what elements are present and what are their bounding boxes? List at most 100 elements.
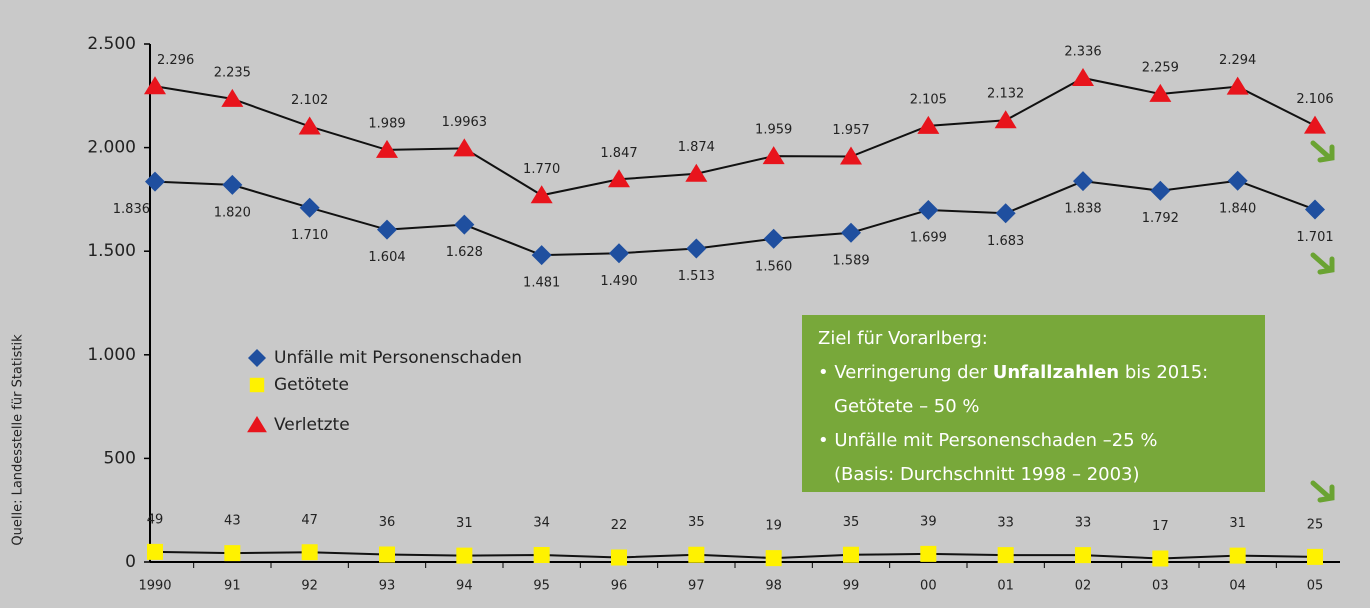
marker (298, 116, 321, 135)
marker (917, 115, 940, 134)
y-tick-label: 1.000 (87, 345, 136, 365)
marker (763, 228, 784, 249)
marker (145, 171, 165, 192)
data-label: 2.336 (1064, 44, 1101, 59)
data-label: 2.259 (1142, 60, 1179, 75)
marker (379, 546, 395, 563)
marker (1304, 115, 1326, 134)
marker (1150, 180, 1171, 201)
data-label: 2.132 (987, 87, 1024, 102)
x-tick-label: 05 (1307, 579, 1324, 594)
marker (762, 146, 785, 165)
annotation-text: Getötete – 50 % (834, 396, 980, 417)
marker (608, 169, 630, 188)
data-label: 1.989 (368, 116, 405, 131)
data-label: 2.235 (214, 65, 251, 80)
annotation-text: • Unfälle mit Personenschaden –25 % (818, 430, 1157, 451)
annotation-line: Ziel für Vorarlberg: (818, 328, 988, 349)
data-label: 35 (688, 515, 705, 530)
data-label: 1.9963 (442, 115, 488, 130)
marker (1227, 170, 1248, 191)
marker (1149, 83, 1172, 102)
data-label: 25 (1307, 517, 1324, 532)
arrow (1310, 252, 1335, 275)
marker (377, 219, 397, 240)
legend-marker (247, 416, 267, 433)
marker (843, 546, 859, 563)
annotation-line: • Verringerung der Unfallzahlen bis 2015… (818, 362, 1208, 383)
data-label: 2.294 (1219, 53, 1256, 68)
data-label: 1.490 (600, 274, 637, 289)
marker (144, 76, 166, 95)
marker (1073, 171, 1093, 192)
data-label: 22 (611, 518, 628, 533)
x-tick-label: 98 (765, 579, 782, 594)
data-label: 1.874 (678, 140, 715, 155)
marker (1305, 199, 1325, 220)
data-label: 1.589 (832, 253, 869, 268)
data-label: 1.604 (368, 250, 405, 265)
series-line (154, 550, 1316, 560)
x-tick-label: 04 (1229, 579, 1246, 594)
data-label: 43 (224, 514, 241, 529)
x-tick-label: 95 (533, 579, 550, 594)
y-tick-label: 2.000 (87, 138, 136, 158)
legend-label: Getötete (274, 375, 349, 395)
y-tick-label: 1.500 (87, 241, 136, 261)
x-tick-label: 96 (611, 579, 628, 594)
marker (224, 545, 241, 562)
marker (1072, 67, 1094, 86)
data-label: 1.710 (291, 228, 328, 243)
annotation-line: Getötete – 50 % (834, 396, 980, 417)
data-label: 39 (920, 514, 937, 529)
x-tick-label: 97 (688, 579, 705, 594)
x-tick-label: 94 (456, 579, 473, 594)
data-label: 1.840 (1219, 201, 1256, 216)
marker (299, 197, 320, 218)
x-tick-label: 99 (843, 579, 860, 594)
annotation-box (802, 315, 1265, 492)
data-label: 47 (301, 513, 318, 528)
marker (531, 245, 552, 266)
data-label: 33 (997, 516, 1014, 531)
marker (994, 110, 1017, 129)
marker (1075, 547, 1091, 564)
arrow (1310, 480, 1335, 503)
marker (1229, 547, 1246, 564)
x-tick-label: 02 (1075, 579, 1092, 594)
marker (147, 543, 163, 560)
x-tick-label: 00 (920, 579, 937, 594)
series-line (154, 179, 1316, 257)
x-tick-label: 01 (997, 579, 1014, 594)
marker (920, 545, 937, 562)
data-label: 2.296 (157, 53, 194, 68)
data-label: 1.957 (832, 123, 869, 138)
data-label: 1.628 (446, 245, 483, 260)
x-tick-label: 91 (224, 579, 241, 594)
arrows (1310, 140, 1335, 503)
data-label: 49 (147, 512, 164, 527)
data-label: 1.836 (113, 202, 150, 217)
y-tick-label: 0 (125, 552, 136, 572)
x-tick-label: 1990 (138, 579, 171, 594)
annotation-text: (Basis: Durchschnitt 1998 – 2003) (834, 464, 1140, 485)
marker (1152, 550, 1169, 567)
annotation-text: Ziel für Vorarlberg: (818, 328, 988, 349)
x-tick-label: 92 (301, 579, 318, 594)
data-label: 2.105 (910, 92, 947, 107)
marker (685, 163, 708, 182)
y-tick-label: 500 (104, 448, 136, 468)
marker (533, 546, 550, 563)
data-label: 1.683 (987, 234, 1024, 249)
data-label: 31 (1229, 516, 1246, 531)
x-tick-label: 03 (1152, 579, 1169, 594)
legend-label: Unfälle mit Personenschaden (274, 348, 522, 368)
data-label: 34 (533, 515, 550, 530)
legend-label: Verletzte (274, 415, 350, 435)
data-label: 2.102 (291, 93, 328, 108)
annotation-line: (Basis: Durchschnitt 1998 – 2003) (834, 464, 1140, 485)
data-label: 1.560 (755, 259, 792, 274)
marker (1226, 76, 1249, 95)
data-label: 31 (456, 516, 473, 531)
